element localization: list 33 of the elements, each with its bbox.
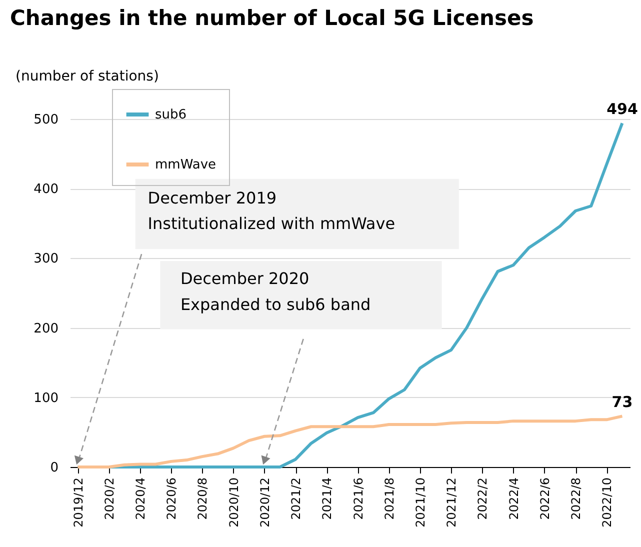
x-tick-label: 2022/4 <box>506 478 521 520</box>
data-label: 73 <box>612 393 633 412</box>
y-tick-label: 300 <box>34 252 58 267</box>
legend-label: sub6 <box>155 108 187 122</box>
x-tick-label: 2020/8 <box>196 478 210 520</box>
x-tick-label: 2022/10 <box>600 478 614 528</box>
x-tick-label: 2021/10 <box>414 478 428 528</box>
x-tick-label: 2020/6 <box>164 478 179 520</box>
annotation: December 2019 Institutionalized with mmWave <box>148 188 396 234</box>
x-tick-label: 2022/2 <box>476 478 490 520</box>
x-tick-label: 2020/10 <box>226 478 241 528</box>
x-tick-label: 2020/12 <box>258 478 272 528</box>
chart-title: Changes in the number of Local 5G Licenses <box>10 6 534 30</box>
y-tick-label: 500 <box>34 112 58 128</box>
y-tick-label: 100 <box>34 390 58 406</box>
x-tick-label: 2021/12 <box>444 478 459 528</box>
x-tick-label: 2020/4 <box>134 478 148 520</box>
legend-label: mmWave <box>155 158 216 172</box>
x-tick-label: 2020/2 <box>102 478 116 520</box>
x-tick-label: 2022/8 <box>569 478 584 520</box>
data-label: 494 <box>606 100 638 118</box>
x-tick-label: 2021/2 <box>289 478 304 520</box>
x-tick-label: 2019/12 <box>71 478 86 528</box>
x-tick-label: 2021/6 <box>351 478 366 520</box>
y-axis-title: (number of stations) <box>16 68 159 84</box>
y-tick-label: 200 <box>34 321 58 336</box>
y-tick-label: 0 <box>50 460 58 476</box>
y-tick-label: 400 <box>34 182 58 198</box>
x-tick-label: 2022/6 <box>538 478 552 520</box>
x-tick-label: 2021/4 <box>320 478 334 520</box>
x-tick-label: 2021/8 <box>382 478 396 520</box>
line-series <box>76 414 624 468</box>
annotation: December 2020 Expanded to sub6 band <box>180 269 371 314</box>
